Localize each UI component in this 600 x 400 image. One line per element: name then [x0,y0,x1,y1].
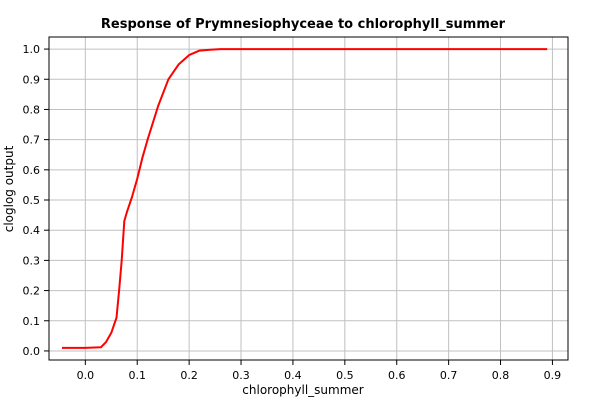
x-tick-label: 0.9 [544,369,562,382]
y-tick-label: 0.1 [23,315,41,328]
y-axis-label: cloglog output [2,145,16,232]
y-tick-label: 0.6 [23,164,41,177]
x-tick-label: 0.0 [77,369,95,382]
x-tick-label: 0.7 [440,369,458,382]
y-tick-label: 0.3 [23,254,41,267]
x-tick-label: 0.2 [180,369,198,382]
y-tick-label: 0.9 [23,73,41,86]
y-tick-label: 0.8 [23,103,41,116]
axis-ticks: 0.0 0.1 0.2 0.3 0.4 0.5 0.6 0.7 0.8 0.9 0.0 0.1 0.2 0… [23,43,562,382]
x-tick-label: 0.8 [492,369,510,382]
x-axis-label: chlorophyll_summer [242,383,364,397]
x-tick-label: 0.1 [128,369,146,382]
y-tick-label: 0.2 [23,285,41,298]
series-line [62,48,548,349]
y-tick-label: 0.7 [23,134,41,147]
plot-frame [48,36,569,361]
x-tick-label: 0.6 [388,369,406,382]
x-tick-label: 0.5 [336,369,354,382]
x-tick-label: 0.3 [232,369,250,382]
y-tick-label: 0.0 [23,345,41,358]
x-tick-label: 0.4 [284,369,302,382]
y-tick-label: 0.4 [23,224,41,237]
y-tick-label: 1.0 [23,43,41,56]
grid-lines [49,37,568,360]
y-tick-label: 0.5 [23,194,41,207]
series-layer [62,48,548,349]
chart-title: Response of Prymnesiophyceae to chloroph… [101,17,506,32]
